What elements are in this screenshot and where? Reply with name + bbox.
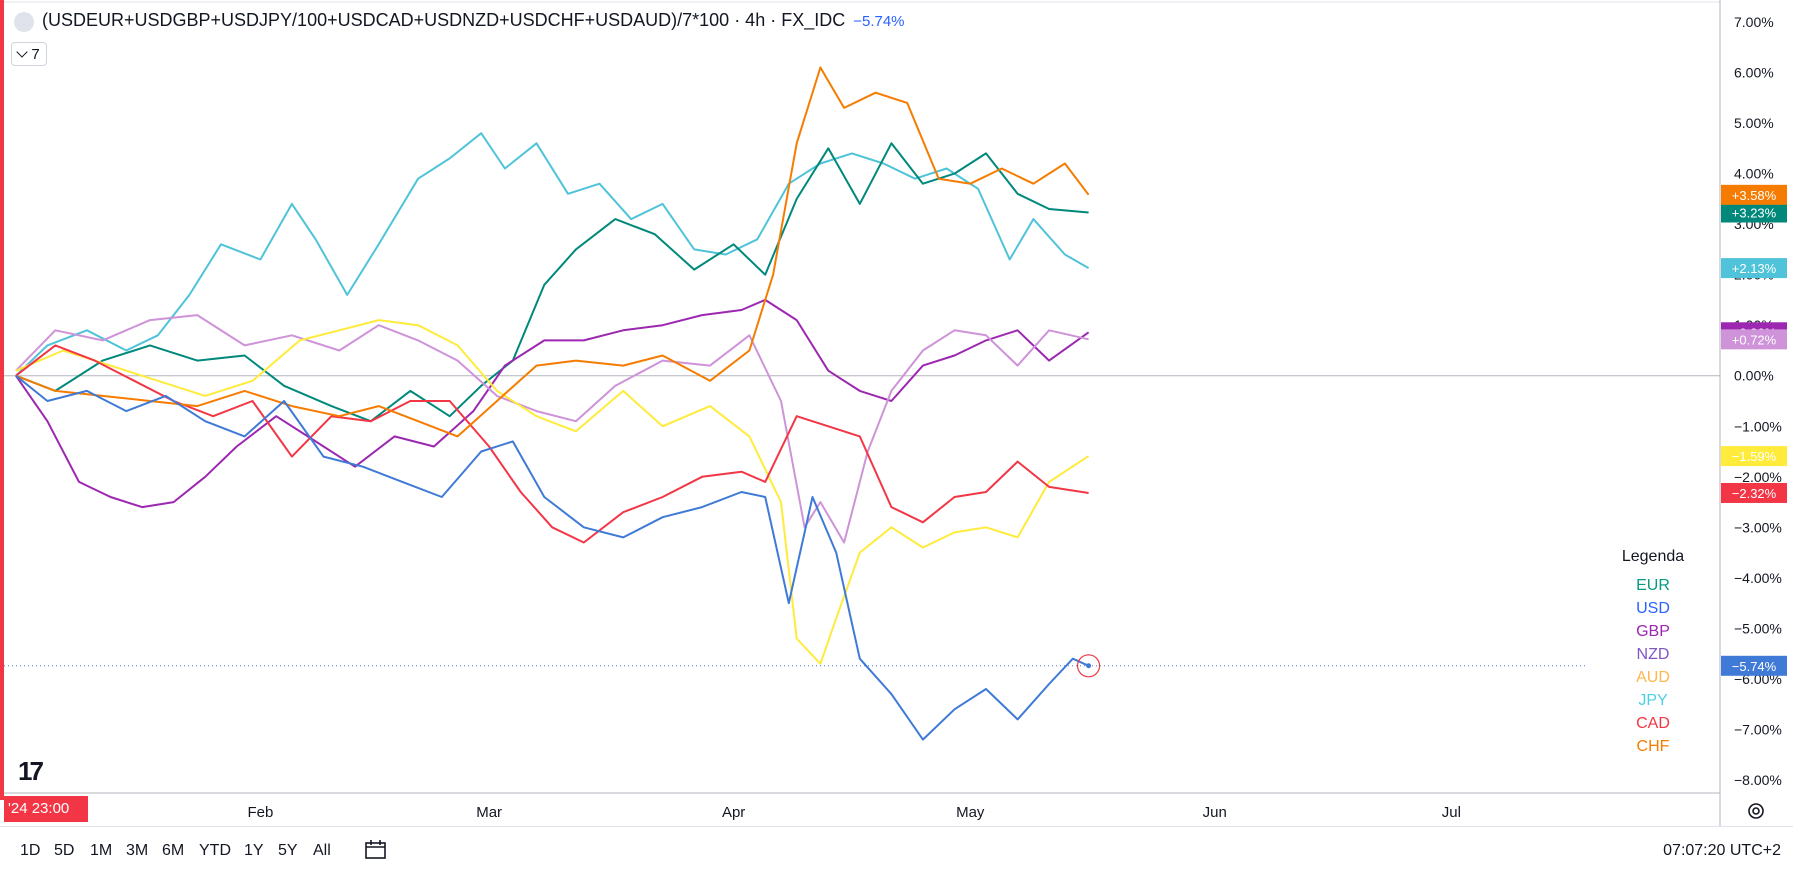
y-tick-label: −8.00% [1734,772,1782,788]
series-line[interactable] [15,132,1090,377]
last-value-label: −5.74% [1732,659,1777,674]
range-button-1d[interactable]: 1D [20,842,41,859]
chevron-down-icon [16,46,28,58]
indicators-collapse-button[interactable]: 7 [11,42,47,66]
y-tick-label: 0.00% [1734,368,1774,384]
legend-title: Legenda [1621,548,1685,565]
y-tick-label: −4.00% [1734,570,1782,586]
series-line[interactable] [15,319,1090,665]
range-button-all[interactable]: All [313,842,331,859]
symbol-change: −5.74% [853,13,905,30]
symbol-header[interactable]: (USDEUR+USDGBP+USDJPY/100+USDCAD+USDNZD+… [42,10,905,31]
current-price-dot [1086,663,1092,669]
last-value-label: +3.58% [1732,188,1777,203]
legend-item-aud: AUD [1636,669,1670,686]
series-line[interactable] [15,66,1090,438]
x-tick-label: Jul [1442,804,1461,821]
series-lines[interactable] [15,66,1090,741]
y-tick-label: −1.00% [1734,418,1782,434]
legend-item-nzd: NZD [1636,646,1670,663]
y-tick-label: 5.00% [1734,115,1774,131]
crosshair-time-label: '24 23:00 [4,796,88,822]
clock[interactable]: 07:07:20 UTC+2 [1663,842,1781,859]
series-line[interactable] [15,298,1090,509]
last-value-label: +0.72% [1732,332,1777,347]
last-value-badge [1721,258,1787,279]
bottom-toolbar [0,826,1793,882]
range-button-3m[interactable]: 3M [126,842,149,859]
legend-item-chf: CHF [1636,738,1670,755]
last-value-badge [1721,202,1787,223]
last-value-badge [1721,482,1787,503]
symbol-formula: (USDEUR+USDGBP+USDJPY/100+USDCAD+USDNZD+… [42,10,846,30]
range-button-5d[interactable]: 5D [54,842,75,859]
y-tick-label: 6.00% [1734,65,1774,81]
x-tick-label: Mar [476,804,502,821]
range-button-5y[interactable]: 5Y [278,842,298,859]
range-button-1y[interactable]: 1Y [244,842,264,859]
last-value-label: −1.59% [1732,449,1777,464]
range-button-6m[interactable]: 6M [162,842,185,859]
x-tick-label: Feb [247,804,273,821]
legend-item-cad: CAD [1636,715,1670,732]
y-axis-ticks: 7.00%6.00%5.00%4.00%3.00%2.00%1.00%0.00%… [1734,14,1782,788]
last-value-label: +3.23% [1732,206,1777,221]
x-tick-label: Jun [1203,804,1227,821]
y-tick-label: −2.00% [1734,469,1782,485]
legend-item-gbp: GBP [1636,623,1670,640]
range-button-ytd[interactable]: YTD [199,842,231,859]
legend-item-jpy: JPY [1638,692,1668,709]
y-tick-label: 7.00% [1734,14,1774,30]
last-value-badge [1721,184,1787,205]
legend-item-eur: EUR [1636,577,1670,594]
y-tick-label: 4.00% [1734,166,1774,182]
last-value-badge [1721,446,1787,467]
y-tick-label: −5.00% [1734,620,1782,636]
x-tick-label: May [956,804,985,821]
last-value-label: −2.32% [1732,486,1777,501]
x-axis-ticks: Feb Mar Apr May Jun Jul [247,804,1461,821]
chart-canvas[interactable]: 7.00%6.00%5.00%4.00%3.00%2.00%1.00%0.00%… [0,0,1793,826]
x-tick-label: Apr [722,804,745,821]
series-line[interactable] [15,374,1090,741]
legend-item-usd: USD [1636,600,1670,617]
y-tick-label: −3.00% [1734,519,1782,535]
current-price-ring [1076,654,1101,678]
last-value-label: +2.13% [1732,261,1777,276]
tradingview-logo[interactable]: 17 [18,756,44,786]
calendar-icon[interactable] [364,840,388,860]
symbol-logo-icon[interactable] [14,12,34,32]
current-price-marker [0,654,1585,678]
gear-icon[interactable] [1745,800,1767,822]
series-line[interactable] [15,314,1089,544]
indicator-count: 7 [31,46,40,63]
legend: Legenda EUR USD GBP NZD AUD JPY CAD CHF [1606,548,1700,758]
session-edge-marker [0,0,4,800]
last-value-labels: +2.13%+3.23%+0.86%+0.72%−1.59%−2.32%+3.5… [1721,184,1787,676]
last-value-badge [1721,655,1787,676]
series-line[interactable] [15,344,1089,544]
range-button-1m[interactable]: 1M [90,842,113,859]
series-line[interactable] [15,142,1089,423]
last-value-badge [1721,329,1787,350]
y-tick-label: −7.00% [1734,721,1782,737]
